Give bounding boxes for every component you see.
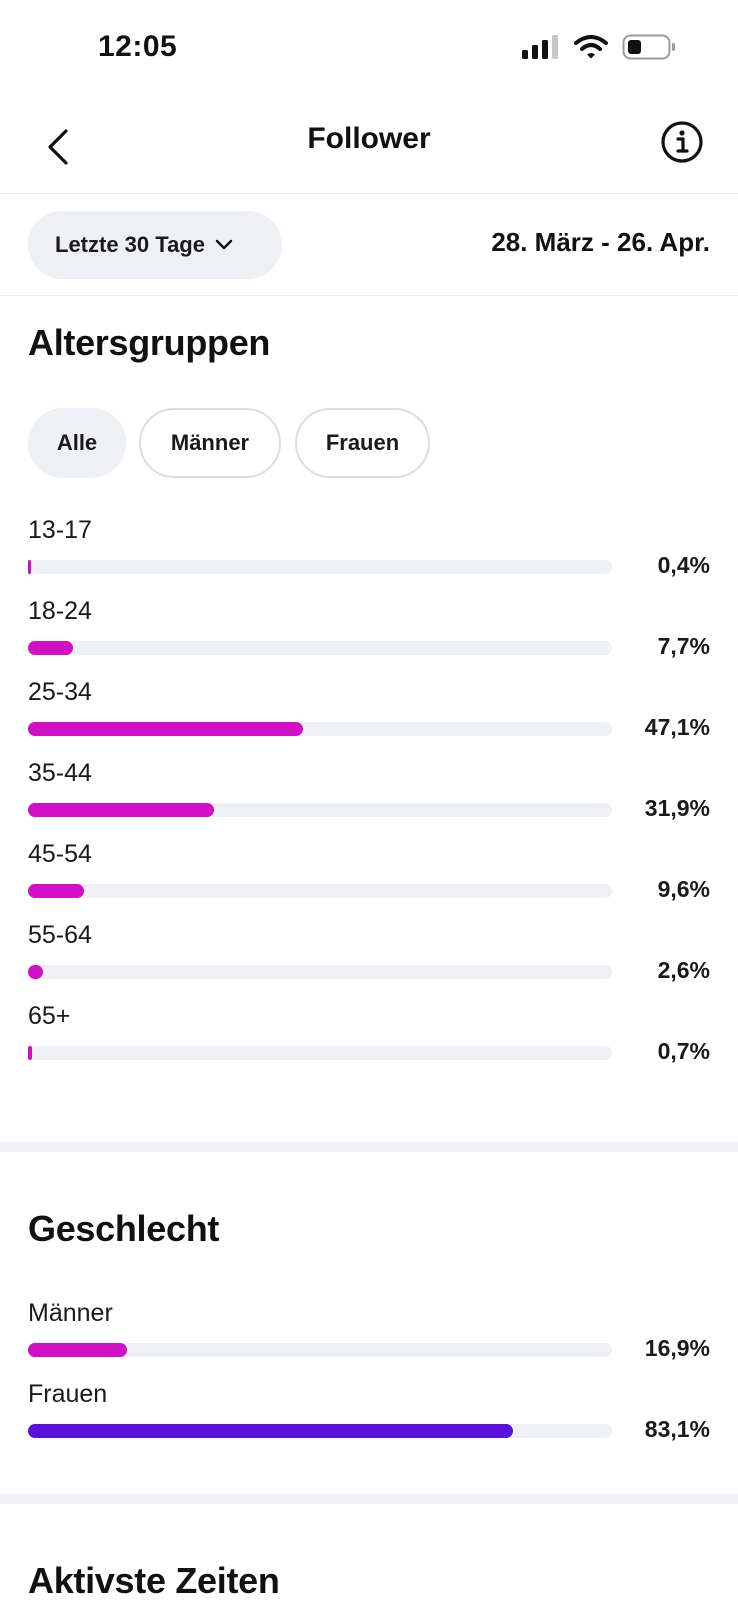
age-percentage: 31,9%: [644, 795, 710, 821]
age-row: 13-17 0,4%: [28, 516, 710, 596]
bar-track: [28, 803, 612, 817]
bar-track: [28, 884, 612, 898]
age-label: 25-34: [28, 678, 92, 706]
chevron-left-icon: [48, 129, 68, 165]
filter-bar: Letzte 30 Tage 28. März - 26. Apr.: [0, 194, 738, 296]
bar-fill: [28, 884, 85, 898]
bar-fill: [28, 641, 73, 655]
age-label: 65+: [28, 1002, 71, 1030]
age-percentage: 47,1%: [644, 714, 710, 740]
gender-label: Männer: [28, 1299, 113, 1327]
age-percentage: 0,7%: [657, 1038, 710, 1064]
status-time: 12:05: [98, 30, 178, 63]
age-percentage: 7,7%: [657, 633, 710, 659]
age-row: 18-24 7,7%: [28, 597, 710, 677]
gender-title: Geschlecht: [28, 1208, 220, 1249]
page-title: Follower: [307, 122, 431, 155]
bar-fill: [28, 965, 44, 979]
bar-fill: [28, 560, 31, 574]
battery-icon: [622, 34, 675, 60]
age-label: 13-17: [28, 516, 92, 544]
bar-track: [28, 1424, 612, 1438]
chevron-down-icon: [215, 239, 233, 251]
bar-track: [28, 560, 612, 574]
chip-women[interactable]: Frauen: [295, 408, 430, 478]
age-percentage: 2,6%: [657, 957, 710, 983]
section-divider: [0, 1494, 738, 1504]
time-range-dropdown[interactable]: Letzte 30 Tage: [28, 211, 282, 279]
bar-track: [28, 1046, 612, 1060]
status-bar: 12:05: [0, 0, 738, 100]
gender-label: Frauen: [28, 1380, 108, 1408]
back-button[interactable]: [40, 124, 76, 170]
nav-bar: Follower: [0, 100, 738, 194]
age-label: 35-44: [28, 759, 92, 787]
wifi-icon: [574, 35, 608, 59]
age-row: 65+ 0,7%: [28, 1002, 710, 1082]
chip-all[interactable]: Alle: [28, 408, 126, 478]
age-row: 35-44 31,9%: [28, 759, 710, 839]
date-range: 28. März - 26. Apr.: [491, 227, 710, 257]
age-label: 45-54: [28, 840, 92, 868]
time-range-label: Letzte 30 Tage: [55, 232, 205, 257]
bar-track: [28, 722, 612, 736]
bar-fill: [28, 722, 304, 736]
gender-row: Männer 16,9%: [28, 1299, 710, 1379]
info-icon: [661, 121, 703, 163]
info-button[interactable]: [660, 120, 704, 164]
bar-track: [28, 1343, 612, 1357]
bar-track: [28, 965, 612, 979]
age-row: 45-54 9,6%: [28, 840, 710, 920]
age-label: 18-24: [28, 597, 92, 625]
bar-fill: [28, 1424, 514, 1438]
chip-men[interactable]: Männer: [139, 408, 281, 478]
age-groups-title: Altersgruppen: [28, 322, 271, 363]
age-row: 55-64 2,6%: [28, 921, 710, 1001]
status-icons: [522, 34, 676, 60]
age-label: 55-64: [28, 921, 92, 949]
age-percentage: 0,4%: [657, 552, 710, 578]
bar-track: [28, 641, 612, 655]
section-divider: [0, 1142, 738, 1152]
gender-percentage: 16,9%: [644, 1335, 710, 1361]
bar-fill: [28, 1046, 33, 1060]
active-times-title: Aktivste Zeiten: [28, 1560, 280, 1601]
bar-fill: [28, 803, 215, 817]
age-percentage: 9,6%: [657, 876, 710, 902]
gender-row: Frauen 83,1%: [28, 1380, 710, 1460]
bar-fill: [28, 1343, 127, 1357]
age-row: 25-34 47,1%: [28, 678, 710, 758]
gender-percentage: 83,1%: [644, 1416, 710, 1442]
cellular-signal-icon: [522, 35, 558, 59]
